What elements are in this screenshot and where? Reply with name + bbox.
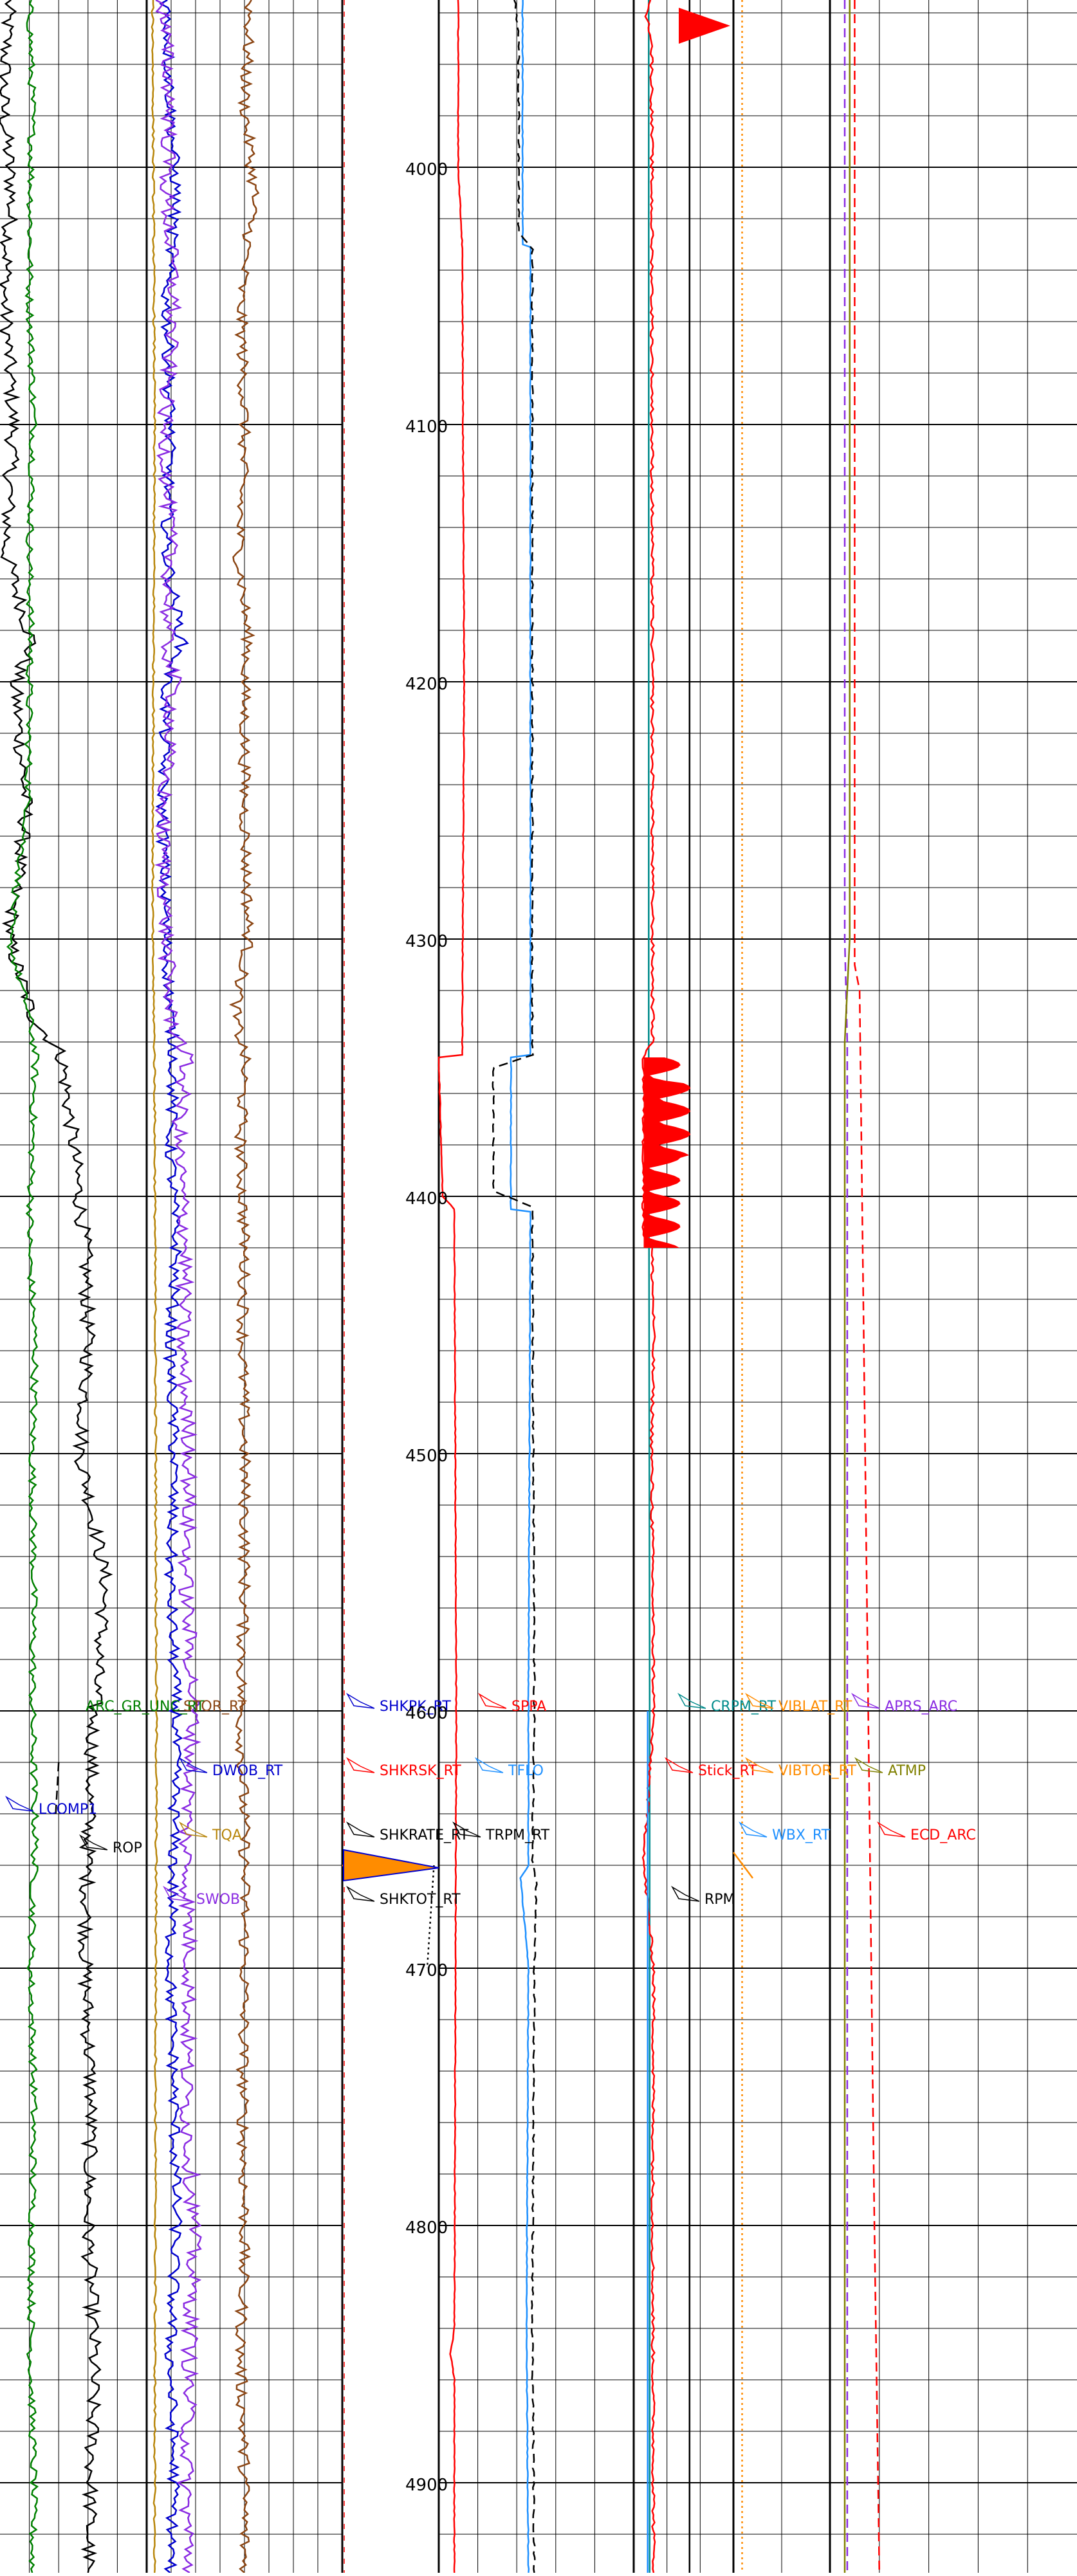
curve-label-hook	[345, 1821, 375, 1838]
depth-tick-label: 4600	[405, 1704, 448, 1723]
depth-tick-label: 4800	[405, 2218, 448, 2238]
curve-label-hook	[664, 1757, 694, 1773]
curve-label-lcomp1: LCOMP1	[39, 1802, 97, 1818]
curve-label-hook	[345, 1757, 375, 1773]
depth-tick-label: 4900	[405, 2476, 448, 2495]
curve-label-sppa: SPPA	[511, 1699, 546, 1715]
curve-label-hook	[854, 1757, 883, 1773]
curve-label-tflo: TFLO	[508, 1763, 544, 1779]
fills-layer	[343, 8, 730, 1882]
series-vibtor-rt	[733, 1852, 753, 1879]
curve-label-hook	[345, 1885, 375, 1902]
series-aprs-arc	[843, 0, 849, 2573]
curve-label-stick-rt: Stick_RT	[698, 1763, 757, 1779]
curve-label-aprs-arc: APRS_ARC	[885, 1699, 957, 1715]
series-shkrate-rt	[426, 1865, 435, 1969]
series-dwob-rt	[155, 0, 189, 2573]
curve-label-shkpk-rt: SHKPK_RT	[380, 1699, 451, 1715]
stick-slip-spike	[679, 8, 730, 44]
curve-label-shktot-rt: SHKTOT_RT	[380, 1892, 461, 1908]
series-tflo	[510, 0, 532, 2573]
series-atmp	[843, 0, 851, 2573]
curve-label-hook	[677, 1692, 706, 1709]
depth-tick-label: 4300	[405, 932, 448, 951]
depth-labels-layer: 4000 4100 4200 4300 4400 4500 4600 4700 4800 4900	[405, 160, 448, 2495]
depth-tick-label: 4700	[405, 1961, 448, 1980]
curve-label-dwob-rt: DWOB_RT	[212, 1763, 283, 1779]
curve-label-rpm: RPM	[704, 1892, 735, 1908]
curve-label-hook	[345, 1692, 375, 1709]
curve-label-rop: ROP	[113, 1840, 142, 1856]
curve-label-stor-rt: STOR_RT	[183, 1699, 247, 1715]
depth-tick-label: 4100	[405, 417, 448, 437]
series-arc-gr-unc-rt	[6, 0, 40, 2573]
curve-label-hook	[162, 1885, 192, 1902]
curves-layer	[0, 0, 881, 2574]
curve-label-shkrsk-rt: SHKRSK_RT	[380, 1763, 461, 1779]
depth-tick-label: 4500	[405, 1447, 448, 1466]
curve-label-trpm-rt: TRPM_RT	[485, 1827, 550, 1843]
curve-label-hook	[477, 1692, 507, 1709]
series-swob	[154, 0, 202, 2574]
curve-label-hook	[178, 1757, 208, 1773]
series-crpm-rt	[648, 0, 651, 2573]
curve-label-ecd-arc: ECD_ARC	[910, 1827, 976, 1843]
series-rop	[55, 1762, 60, 1814]
shock-event-marker	[343, 1849, 439, 1882]
series-sppa	[437, 0, 466, 2573]
stick-slip-fill	[643, 1057, 691, 1248]
curve-label-hook	[738, 1821, 768, 1838]
curve-label-vibtor-rt: VIBTOR_RT	[778, 1763, 856, 1779]
curve-label-hook	[452, 1821, 481, 1838]
curve-label-hook	[178, 1821, 208, 1838]
depth-tick-label: 4400	[405, 1189, 448, 1209]
curve-label-hook	[744, 1692, 774, 1709]
curve-label-atmp: ATMP	[888, 1763, 926, 1779]
curve-label-crpm-rt: CRPM_RT	[711, 1699, 777, 1715]
curve-label-wbx-rt: WBX_RT	[772, 1827, 831, 1843]
curve-label-hook	[670, 1885, 700, 1902]
curve-label-arc-gr-unc-rt: ARC_GR_UNC_RT	[86, 1699, 205, 1715]
curve-label-hook	[474, 1757, 504, 1773]
curve-label-shkrate-rt: SHKRATE_RT	[380, 1827, 469, 1843]
curve-label-viblat-rt: VIBLAT_RT	[778, 1699, 852, 1715]
depth-tick-label: 4000	[405, 160, 448, 179]
curve-label-tqa: TQA	[212, 1827, 242, 1843]
series-tqa	[151, 0, 158, 2573]
curve-label-hook	[744, 1757, 774, 1773]
series-ecd-arc	[854, 0, 881, 2573]
series-trpm-rt	[492, 0, 538, 2573]
curve-label-swob: SWOB	[196, 1892, 240, 1908]
curve-label-hook	[78, 1834, 108, 1850]
curve-label-hook	[851, 1692, 880, 1709]
series-stick-rt	[641, 0, 656, 2573]
curve-label-hook	[5, 1795, 34, 1812]
series-stor-rt	[228, 0, 260, 2573]
series-lcomp1	[0, 0, 113, 2573]
curve-label-hook	[876, 1821, 906, 1838]
depth-tick-label: 4200	[405, 675, 448, 694]
